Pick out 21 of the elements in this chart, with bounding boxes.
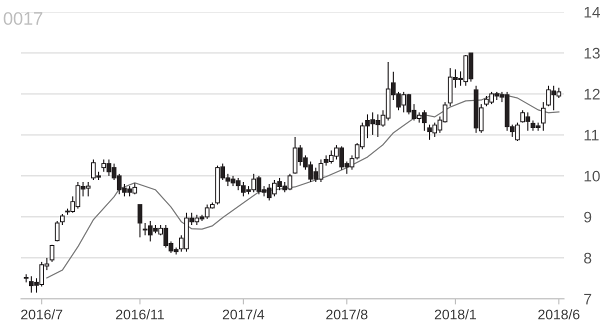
y-tick-label: 14 <box>584 6 600 18</box>
x-tick-label: 2016/7 <box>21 309 62 320</box>
y-tick-label: 13 <box>584 48 600 59</box>
y-tick-label: 11 <box>584 130 599 140</box>
candlestick <box>60 213 65 226</box>
line-series <box>46 92 560 279</box>
candlestick <box>54 220 60 242</box>
y-tick-label: 12 <box>584 88 600 100</box>
y-tick-label: 8 <box>584 252 592 264</box>
chart-title: 0017 <box>4 12 42 25</box>
x-tick-label: 2018/6 <box>538 309 580 320</box>
y-tick-label: 9 <box>584 212 592 223</box>
candlestick <box>138 204 142 238</box>
candlestick <box>50 244 54 262</box>
candlestick <box>540 102 546 132</box>
x-tick-label: 2016/11 <box>116 309 164 320</box>
y-tick-label: 10 <box>584 170 600 182</box>
x-tick-label: 2018/1 <box>434 309 476 320</box>
y-tick-label: 7 <box>584 294 592 304</box>
x-tick-label: 2017/8 <box>326 309 368 320</box>
x-tick-label: 2017/4 <box>222 309 264 320</box>
